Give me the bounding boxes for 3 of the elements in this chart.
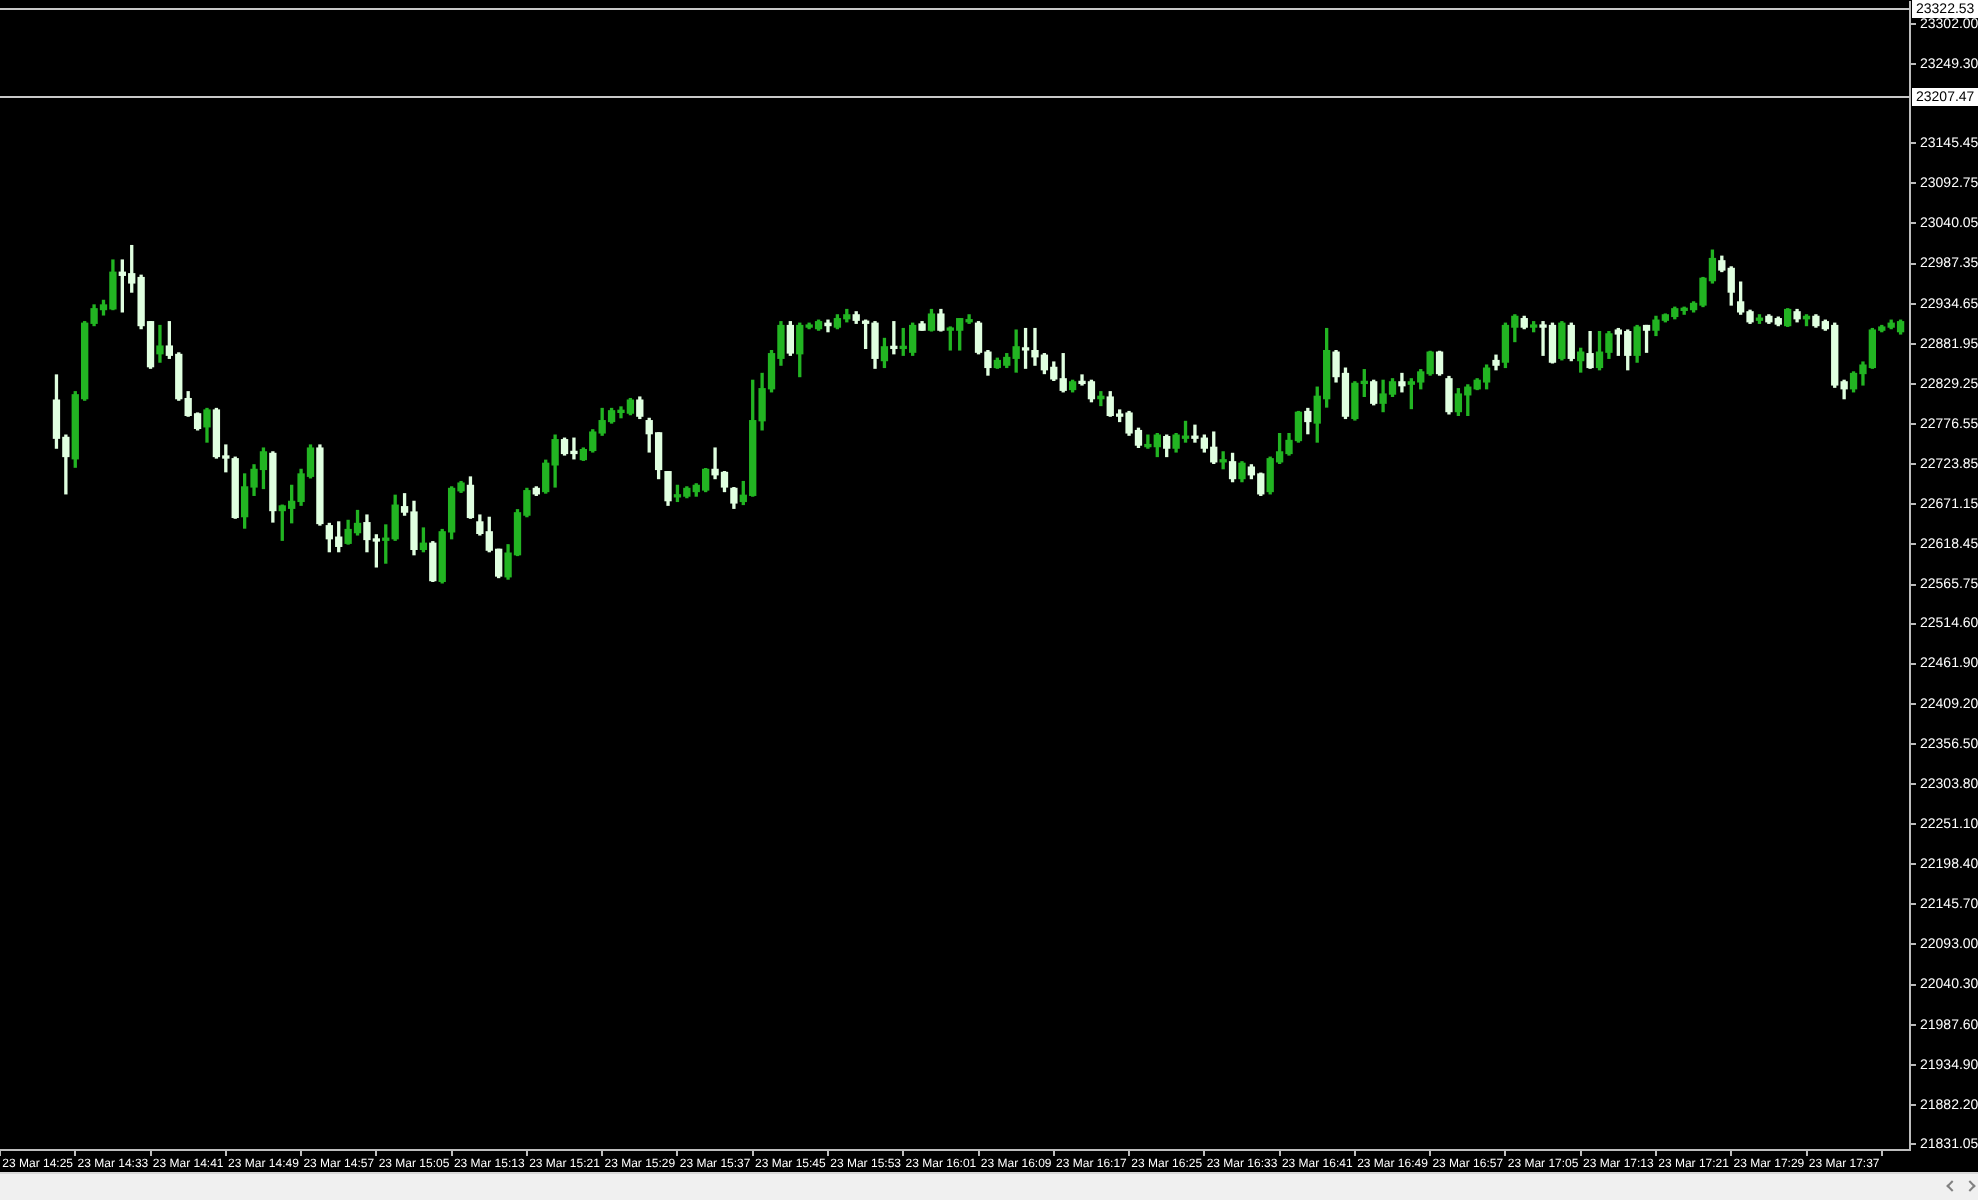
candlestick — [156, 324, 164, 363]
candlestick — [890, 321, 898, 355]
candlestick — [1219, 451, 1227, 470]
